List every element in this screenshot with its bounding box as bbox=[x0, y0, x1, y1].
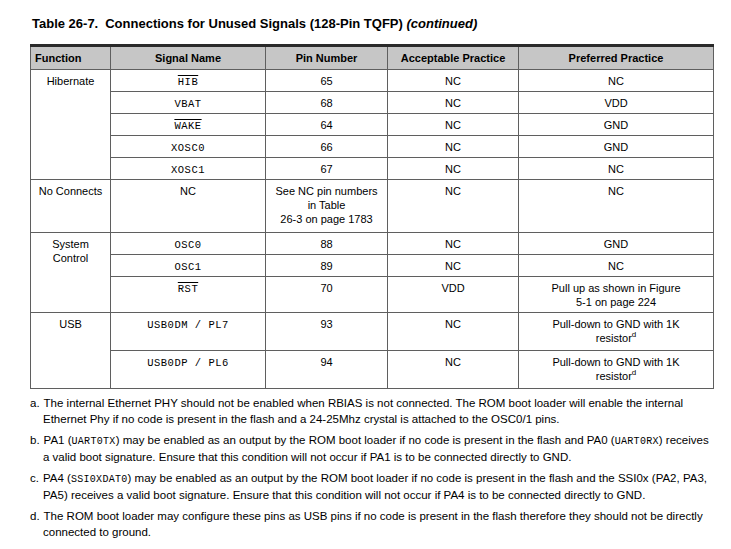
footnotes: a.The internal Ethernet PHY should not b… bbox=[30, 396, 718, 540]
pin-cell: 70 bbox=[266, 277, 388, 313]
footnote-text: The internal Ethernet PHY should not be … bbox=[43, 397, 683, 425]
pin-cell: 65 bbox=[266, 70, 388, 92]
header-function: Function bbox=[31, 46, 111, 70]
preferred-cell: NC bbox=[519, 180, 714, 233]
table-row: VBAT 68 NC VDD bbox=[31, 92, 714, 114]
acceptable-cell: NC bbox=[388, 70, 519, 92]
table-row: RST 70 VDD Pull up as shown in Figure 5-… bbox=[31, 277, 714, 313]
signal-cell: USB0DM / PL7 bbox=[111, 313, 266, 351]
pin-cell: 88 bbox=[266, 233, 388, 255]
table-title-text: Connections for Unused Signals (128-Pin … bbox=[105, 16, 403, 31]
preferred-cell: NC bbox=[519, 255, 714, 277]
pin-cell: 89 bbox=[266, 255, 388, 277]
pin-cell: 94 bbox=[266, 351, 388, 389]
table-row: Hibernate HIB 65 NC NC bbox=[31, 70, 714, 92]
acceptable-cell: NC bbox=[388, 351, 519, 389]
table-title-continued: (continued) bbox=[406, 16, 477, 31]
pin-cell: 68 bbox=[266, 92, 388, 114]
acceptable-cell: NC bbox=[388, 92, 519, 114]
acceptable-cell: NC bbox=[388, 255, 519, 277]
footnote-marker: c. bbox=[30, 472, 39, 484]
pin-cell: See NC pin numbers in Table 26-3 on page… bbox=[266, 180, 388, 233]
signal-cell: XOSC1 bbox=[111, 158, 266, 180]
preferred-cell: NC bbox=[519, 158, 714, 180]
acceptable-cell: VDD bbox=[388, 277, 519, 313]
pin-cell: 67 bbox=[266, 158, 388, 180]
footnote-ref-d: d bbox=[632, 330, 636, 339]
function-cell-system-control: System Control bbox=[31, 233, 111, 313]
acceptable-cell: NC bbox=[388, 158, 519, 180]
acceptable-cell: NC bbox=[388, 313, 519, 351]
preferred-cell: NC bbox=[519, 70, 714, 92]
signal-cell: HIB bbox=[111, 70, 266, 92]
pin-cell: 93 bbox=[266, 313, 388, 351]
footnote-text: PA4 (SSI0XDAT0) may be enabled as an out… bbox=[43, 472, 707, 501]
signal-cell: OSC1 bbox=[111, 255, 266, 277]
acceptable-cell: NC bbox=[388, 180, 519, 233]
connections-table: Function Signal Name Pin Number Acceptab… bbox=[30, 44, 714, 389]
header-signal-name: Signal Name bbox=[111, 46, 266, 70]
header-preferred-practice: Preferred Practice bbox=[519, 46, 714, 70]
function-cell-usb: USB bbox=[31, 313, 111, 389]
signal-cell: VBAT bbox=[111, 92, 266, 114]
function-cell-no-connects: No Connects bbox=[31, 180, 111, 233]
table-row: OSC1 89 NC NC bbox=[31, 255, 714, 277]
footnote-marker: b. bbox=[30, 434, 40, 446]
table-row: USB USB0DM / PL7 93 NC Pull-down to GND … bbox=[31, 313, 714, 351]
table-title: Table 26-7. Connections for Unused Signal… bbox=[32, 16, 715, 31]
acceptable-cell: NC bbox=[388, 233, 519, 255]
preferred-cell: Pull-down to GND with 1K resistord bbox=[519, 351, 714, 389]
footnote-d: d.The ROM boot loader may configure thes… bbox=[30, 509, 718, 540]
table-row: XOSC1 67 NC NC bbox=[31, 158, 714, 180]
signal-cell: NC bbox=[111, 180, 266, 233]
preferred-cell: GND bbox=[519, 114, 714, 136]
footnote-c: c. PA4 (SSI0XDAT0) may be enabled as an o… bbox=[30, 471, 718, 503]
footnote-a: a.The internal Ethernet PHY should not b… bbox=[30, 396, 718, 427]
signal-cell: RST bbox=[111, 277, 266, 313]
table-row: WAKE 64 NC GND bbox=[31, 114, 714, 136]
preferred-cell: GND bbox=[519, 136, 714, 158]
signal-cell: XOSC0 bbox=[111, 136, 266, 158]
signal-cell: OSC0 bbox=[111, 233, 266, 255]
footnote-text: PA1 (UART0TX) may be enabled as an outpu… bbox=[43, 434, 709, 463]
acceptable-cell: NC bbox=[388, 114, 519, 136]
footnote-b: b.PA1 (UART0TX) may be enabled as an out… bbox=[30, 433, 718, 465]
preferred-cell: GND bbox=[519, 233, 714, 255]
preferred-cell: Pull-down to GND with 1K resistord bbox=[519, 313, 714, 351]
footnote-text: The ROM boot loader may configure these … bbox=[43, 510, 703, 538]
pin-cell: 66 bbox=[266, 136, 388, 158]
table-row: System Control OSC0 88 NC GND bbox=[31, 233, 714, 255]
document-page: Table 26-7. Connections for Unused Signal… bbox=[0, 0, 731, 540]
signal-cell: USB0DP / PL6 bbox=[111, 351, 266, 389]
header-row: Function Signal Name Pin Number Acceptab… bbox=[31, 46, 714, 70]
footnote-marker: a. bbox=[30, 397, 40, 409]
table-row: XOSC0 66 NC GND bbox=[31, 136, 714, 158]
preferred-cell: VDD bbox=[519, 92, 714, 114]
pin-cell: 64 bbox=[266, 114, 388, 136]
table-row: USB0DP / PL6 94 NC Pull-down to GND with… bbox=[31, 351, 714, 389]
footnote-marker: d. bbox=[30, 510, 40, 522]
table-number: Table 26-7. bbox=[32, 16, 98, 31]
table-row: No Connects NC See NC pin numbers in Tab… bbox=[31, 180, 714, 233]
acceptable-cell: NC bbox=[388, 136, 519, 158]
header-pin-number: Pin Number bbox=[266, 46, 388, 70]
header-acceptable-practice: Acceptable Practice bbox=[388, 46, 519, 70]
footnote-ref-d: d bbox=[632, 368, 636, 377]
preferred-cell: Pull up as shown in Figure 5-1 on page 2… bbox=[519, 277, 714, 313]
signal-cell: WAKE bbox=[111, 114, 266, 136]
function-cell-hibernate: Hibernate bbox=[31, 70, 111, 180]
